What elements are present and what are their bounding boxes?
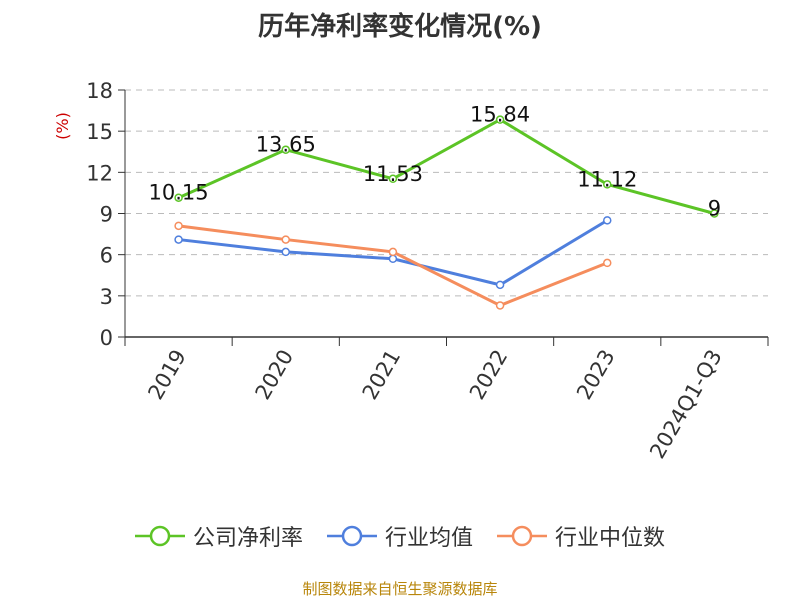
legend-label: 行业均值 — [384, 526, 473, 551]
data-label: 11.12 — [577, 167, 637, 191]
data-point — [495, 280, 505, 290]
y-axis-label: (%) — [53, 112, 72, 140]
series-line — [177, 117, 715, 215]
y-tick-label: 12 — [86, 161, 113, 185]
y-tick-label: 15 — [86, 120, 113, 144]
data-point — [603, 258, 612, 268]
legend-item[interactable]: 行业中位数 — [497, 520, 665, 552]
data-label: 9 — [708, 197, 721, 221]
y-tick-label: 3 — [100, 285, 113, 309]
legend-label: 行业中位数 — [555, 526, 666, 551]
data-point — [388, 174, 398, 184]
data-point — [495, 301, 505, 310]
series-line — [178, 224, 608, 308]
legend-swatch-icon — [326, 525, 377, 547]
axes: 0 3 6 9 12 15 18 (%) 2019 2020 2021 2022 2023 2024Q1-… — [53, 79, 769, 463]
data-point — [281, 247, 290, 257]
data-point — [281, 145, 290, 154]
series-lines — [174, 115, 719, 310]
data-label: 13.65 — [256, 133, 316, 157]
data-point — [495, 115, 505, 124]
x-tick-label: 2019 — [143, 346, 191, 404]
x-tick-label: 2023 — [572, 346, 620, 404]
data-label: 15.84 — [470, 103, 530, 127]
source-note: 制图数据来自恒生聚源数据库 — [302, 580, 498, 598]
legend-swatch-icon — [497, 525, 547, 547]
data-point — [603, 216, 612, 225]
x-tick-label: 2024Q1-Q3 — [645, 346, 727, 463]
data-point — [174, 235, 183, 244]
y-tick-label: 6 — [100, 244, 113, 268]
legend-item[interactable]: 行业均值 — [326, 520, 473, 552]
y-tick-label: 0 — [100, 326, 113, 350]
y-tick-label: 9 — [100, 203, 113, 227]
data-point — [603, 180, 612, 189]
legend-item[interactable]: 公司净利率 — [134, 520, 303, 552]
x-tick-label: 2021 — [358, 346, 406, 404]
legend-swatch-icon — [134, 525, 185, 547]
data-point — [174, 221, 183, 231]
grid-lines — [125, 89, 768, 297]
data-point — [710, 209, 719, 218]
data-label: 11.53 — [363, 162, 423, 186]
legend-label: 公司净利率 — [192, 526, 303, 551]
x-tick-label: 2020 — [251, 346, 299, 404]
data-labels: 10.15 13.65 11.53 15.84 11.12 9 — [149, 103, 722, 221]
chart-title: 历年净利率变化情况(%) — [258, 12, 542, 42]
data-label: 10.15 — [149, 181, 209, 205]
data-point — [174, 193, 183, 202]
legend: 公司净利率 行业均值 行业中位数 — [0, 520, 800, 552]
data-point — [281, 235, 290, 244]
x-tick-label: 2022 — [465, 346, 513, 404]
data-point — [388, 254, 398, 264]
data-point — [388, 247, 398, 257]
y-tick-label: 18 — [86, 79, 113, 103]
